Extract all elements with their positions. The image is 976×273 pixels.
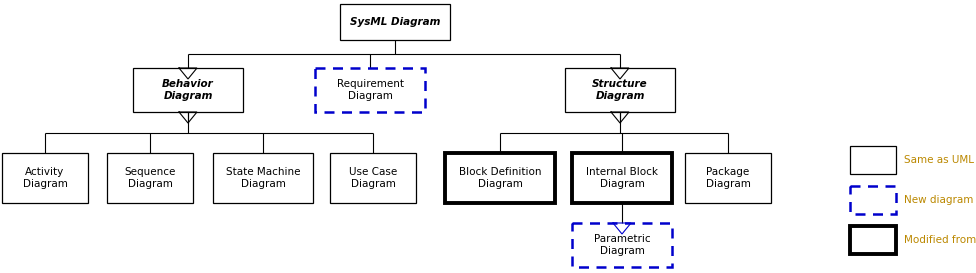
Bar xyxy=(850,226,896,254)
Text: Internal Block
Diagram: Internal Block Diagram xyxy=(586,167,658,189)
Bar xyxy=(133,68,243,112)
Bar xyxy=(850,146,896,174)
Text: Parametric
Diagram: Parametric Diagram xyxy=(593,234,650,256)
Text: SysML Diagram: SysML Diagram xyxy=(349,17,440,27)
Text: Block Definition
Diagram: Block Definition Diagram xyxy=(459,167,542,189)
Bar xyxy=(565,68,675,112)
Text: Sequence
Diagram: Sequence Diagram xyxy=(124,167,176,189)
Bar xyxy=(340,4,450,40)
Bar xyxy=(213,153,313,203)
Text: Same as UML 2: Same as UML 2 xyxy=(904,155,976,165)
Text: State Machine
Diagram: State Machine Diagram xyxy=(225,167,301,189)
Text: Modified from UML 2: Modified from UML 2 xyxy=(904,235,976,245)
Text: Use Case
Diagram: Use Case Diagram xyxy=(348,167,397,189)
Text: New diagram type: New diagram type xyxy=(904,195,976,205)
Bar xyxy=(685,153,771,203)
Text: Activity
Diagram: Activity Diagram xyxy=(22,167,67,189)
Bar xyxy=(850,186,896,214)
Bar xyxy=(107,153,193,203)
Bar xyxy=(572,223,672,267)
Bar xyxy=(445,153,555,203)
Text: Package
Diagram: Package Diagram xyxy=(706,167,751,189)
Bar xyxy=(572,153,672,203)
Text: Requirement
Diagram: Requirement Diagram xyxy=(337,79,403,101)
Bar xyxy=(330,153,416,203)
Bar xyxy=(315,68,425,112)
Text: Behavior
Diagram: Behavior Diagram xyxy=(162,79,214,101)
Bar xyxy=(2,153,88,203)
Text: Structure
Diagram: Structure Diagram xyxy=(592,79,648,101)
